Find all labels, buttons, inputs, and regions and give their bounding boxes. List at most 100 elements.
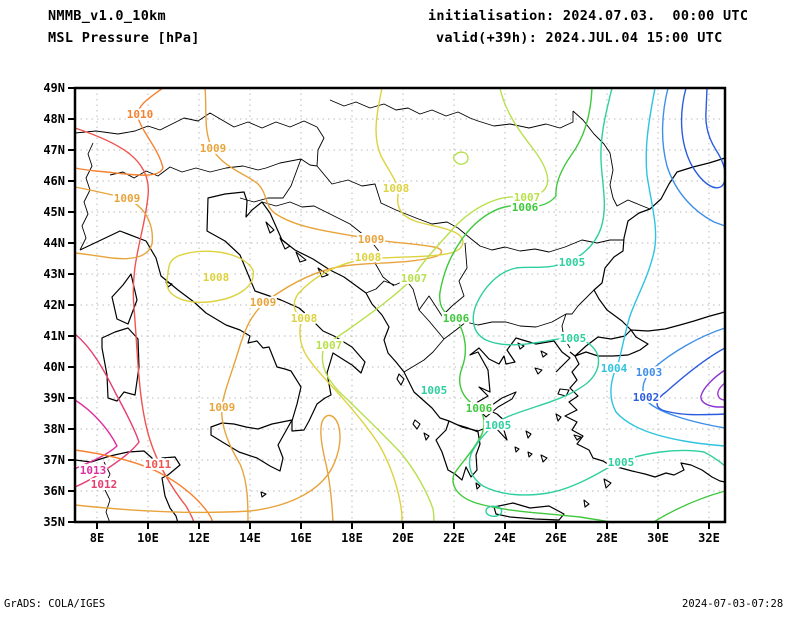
coastline — [435, 420, 481, 481]
x-tick-label: 12E — [188, 531, 210, 545]
y-tick-label: 46N — [43, 174, 65, 188]
coastline — [210, 419, 293, 472]
y-tick-label: 36N — [43, 484, 65, 498]
isobar-1007 — [321, 87, 549, 524]
contour-label-1007: 1007 — [401, 272, 428, 285]
coastline — [79, 191, 571, 441]
x-tick-label: 18E — [341, 531, 363, 545]
x-tick-label: 16E — [290, 531, 312, 545]
coastline — [630, 311, 726, 332]
country-border — [239, 158, 302, 203]
contour-label-1005: 1005 — [608, 456, 635, 469]
isobar-1012 — [74, 333, 140, 488]
island-coastline — [525, 430, 532, 439]
y-tick-label: 43N — [43, 267, 65, 281]
isobar-1003 — [661, 87, 726, 227]
init-time-label: initialisation: 2024.07.03. 00:00 UTC — [428, 8, 749, 24]
contour-label-1005: 1005 — [485, 419, 512, 432]
isobar-1013 — [74, 399, 118, 470]
coastline — [574, 329, 649, 357]
contour-label-1002: 1002 — [633, 391, 660, 404]
contour-label-1009: 1009 — [358, 233, 385, 246]
y-tick-label: 38N — [43, 422, 65, 436]
x-tick-label: 26E — [545, 531, 567, 545]
contour-label-1003: 1003 — [636, 366, 663, 379]
island-coastline — [583, 499, 590, 508]
isobar-1002 — [656, 347, 726, 416]
country-border — [561, 313, 571, 349]
grads-attribution: GrADS: COLA/IGES — [4, 598, 106, 610]
island-coastline — [265, 221, 275, 234]
y-tick-label: 48N — [43, 112, 65, 126]
contour-label-1008: 1008 — [203, 271, 230, 284]
coastline — [74, 450, 181, 524]
contour-label-1005: 1005 — [559, 256, 586, 269]
country-border — [109, 158, 624, 253]
island-coastline — [534, 367, 543, 375]
country-border — [79, 142, 94, 251]
isobar-1006 — [439, 87, 615, 524]
isobar-1007 — [452, 151, 469, 165]
contour-label-1012: 1012 — [91, 478, 118, 491]
contour-label-1005: 1005 — [421, 384, 448, 397]
contour-label-1006: 1006 — [466, 402, 493, 415]
country-border — [418, 242, 595, 340]
y-tick-label: 37N — [43, 453, 65, 467]
coastline — [493, 502, 565, 521]
y-tick-label: 45N — [43, 205, 65, 219]
contour-label-1009: 1009 — [200, 142, 227, 155]
isobar-1001 — [700, 369, 726, 408]
country-border — [74, 112, 318, 135]
contour-label-1009: 1009 — [209, 401, 236, 414]
isobar-1005 — [468, 87, 726, 496]
contour-label-1007: 1007 — [316, 339, 343, 352]
x-tick-label: 10E — [137, 531, 159, 545]
isobar-1010 — [74, 87, 164, 176]
y-tick-label: 40N — [43, 360, 65, 374]
isobar-1003 — [642, 327, 726, 429]
contour-label-1008: 1008 — [383, 182, 410, 195]
isobar-1009 — [74, 186, 154, 260]
y-tick-label: 39N — [43, 391, 65, 405]
island-coastline — [540, 350, 548, 358]
y-tick-label: 41N — [43, 329, 65, 343]
isobar-1010 — [74, 449, 214, 524]
country-border — [316, 126, 325, 167]
x-tick-label: 14E — [239, 531, 261, 545]
contour-label-1010: 1010 — [127, 108, 154, 121]
isobar-1005 — [485, 505, 503, 517]
island-coastline — [573, 434, 582, 441]
x-tick-label: 28E — [596, 531, 618, 545]
contour-label-1013: 1013 — [80, 464, 107, 477]
x-tick-label: 30E — [647, 531, 669, 545]
isobar-1004 — [610, 87, 726, 447]
country-border — [365, 279, 420, 311]
coastline — [564, 351, 726, 483]
x-tick-label: 20E — [392, 531, 414, 545]
contour-label-1005: 1005 — [560, 332, 587, 345]
x-tick-label: 24E — [494, 531, 516, 545]
isobar-1009 — [204, 87, 443, 524]
island-coastline — [475, 482, 481, 490]
x-tick-label: 32E — [698, 531, 720, 545]
y-tick-label: 47N — [43, 143, 65, 157]
island-coastline — [527, 451, 533, 458]
country-border — [477, 111, 574, 129]
model-title: NMMB_v1.0_10km — [48, 8, 166, 24]
isobar-1011 — [74, 127, 195, 524]
coastline — [111, 273, 138, 325]
isobar-1009 — [74, 414, 341, 524]
country-border — [103, 461, 111, 524]
contour-label-1006: 1006 — [443, 312, 470, 325]
country-border — [261, 201, 395, 287]
contour-label-1009: 1009 — [250, 296, 277, 309]
country-border — [403, 338, 445, 373]
country-border — [572, 110, 651, 210]
isobar-1006 — [651, 490, 726, 524]
island-coastline — [603, 478, 612, 489]
coastline — [593, 157, 726, 331]
island-coastline — [279, 237, 291, 250]
y-tick-label: 44N — [43, 236, 65, 250]
x-tick-label: 8E — [90, 531, 104, 545]
